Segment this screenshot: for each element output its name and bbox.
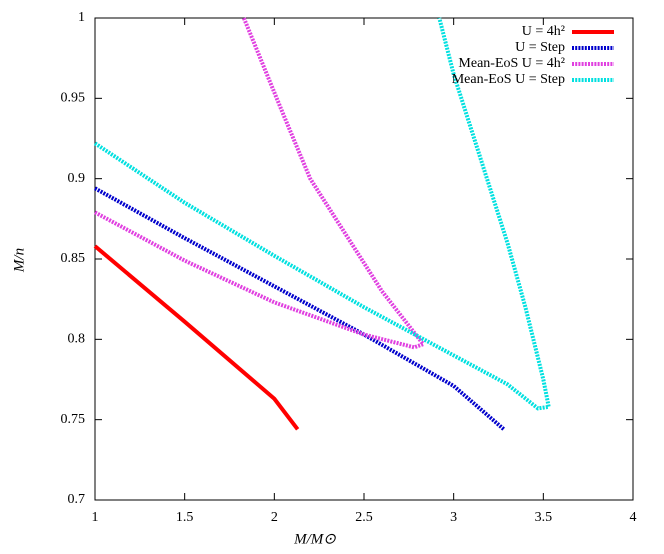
y-tick-label: 0.7	[68, 492, 86, 507]
x-tick-label: 3.5	[535, 510, 553, 525]
legend-label: Mean-EoS U = 4h²	[458, 56, 565, 71]
y-tick-label: 0.8	[68, 332, 86, 347]
legend-label: U = Step	[515, 40, 565, 55]
x-tick-label: 4	[630, 510, 637, 525]
x-tick-label: 1.5	[176, 510, 194, 525]
x-axis-label: M/M⊙	[293, 531, 336, 547]
y-tick-label: 1	[78, 10, 85, 25]
y-axis-label: M/n	[11, 248, 27, 273]
series-line	[93, 17, 552, 411]
legend-label: Mean-EoS U = Step	[452, 72, 565, 87]
x-tick-label: 2	[271, 510, 278, 525]
y-tick-label: 0.75	[61, 412, 86, 427]
y-tick-label: 0.85	[61, 251, 86, 266]
x-tick-label: 3	[450, 510, 457, 525]
series-line	[94, 186, 506, 431]
series-line	[93, 244, 300, 431]
x-tick-label: 2.5	[355, 510, 373, 525]
legend-label: U = 4h²	[522, 24, 565, 39]
y-tick-label: 0.9	[68, 171, 86, 186]
plot-frame	[94, 17, 634, 501]
series-line	[94, 17, 427, 350]
y-tick-label: 0.95	[61, 91, 86, 106]
x-tick-label: 1	[92, 510, 99, 525]
